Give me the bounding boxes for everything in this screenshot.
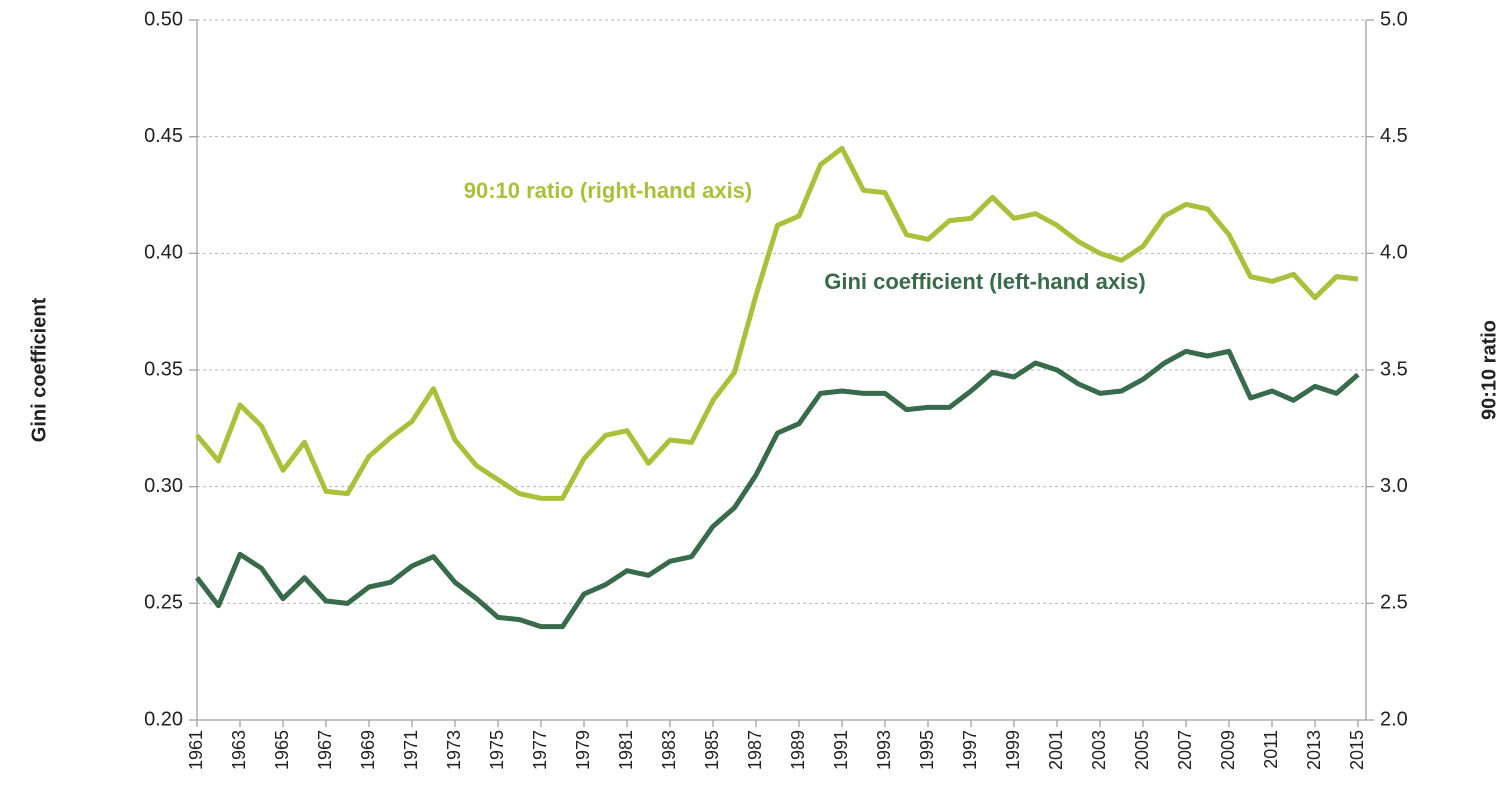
series-line <box>195 348 1360 630</box>
y2-tick-label: 3.0 <box>1380 475 1408 497</box>
y-tick-label: 0.40 <box>144 242 183 264</box>
x-tick-label: 2011 <box>1261 730 1281 769</box>
y2-axis-title: 90:10 ratio <box>1478 320 1500 420</box>
y2-tick-label: 4.0 <box>1380 242 1408 264</box>
y-tick-label: 0.20 <box>144 708 183 730</box>
x-tick-label: 1965 <box>272 730 292 770</box>
y2-tick-label: 2.5 <box>1380 592 1408 614</box>
y-tick-label: 0.30 <box>144 475 183 497</box>
y-tick-label: 0.35 <box>144 358 183 380</box>
x-tick-label: 1973 <box>444 730 464 770</box>
y2-tick-label: 4.5 <box>1380 125 1408 147</box>
y2-tick-label: 5.0 <box>1380 8 1408 30</box>
x-tick-label: 1967 <box>315 730 335 770</box>
y-tick-label: 0.45 <box>144 125 183 147</box>
x-tick-label: 1989 <box>788 730 808 770</box>
series-line <box>195 145 1359 501</box>
x-tick-label: 1985 <box>702 730 722 770</box>
x-tick-label: 2007 <box>1175 730 1195 770</box>
x-tick-label: 1987 <box>745 730 765 770</box>
x-tick-label: 1963 <box>229 730 249 770</box>
x-tick-label: 2015 <box>1347 730 1367 770</box>
x-tick-label: 1993 <box>874 730 894 770</box>
x-tick-label: 1979 <box>573 730 593 770</box>
x-tick-label: 2009 <box>1218 730 1238 770</box>
x-tick-label: 1981 <box>616 730 636 770</box>
x-tick-label: 1969 <box>358 730 378 770</box>
y2-tick-label: 2.0 <box>1380 708 1408 730</box>
x-tick-label: 1983 <box>659 730 679 770</box>
x-tick-label: 1975 <box>487 730 507 770</box>
series-label: 90:10 ratio (right-hand axis) <box>464 178 753 203</box>
x-tick-label: 1977 <box>530 730 550 770</box>
x-tick-label: 1999 <box>1003 730 1023 770</box>
x-tick-label: 2005 <box>1132 730 1152 770</box>
x-tick-label: 1995 <box>917 730 937 770</box>
y-tick-label: 0.50 <box>144 8 183 30</box>
x-tick-label: 2013 <box>1304 730 1324 770</box>
series-label: Gini coefficient (left-hand axis) <box>824 269 1145 294</box>
x-tick-label: 1971 <box>401 730 421 770</box>
x-tick-label: 1997 <box>960 730 980 770</box>
x-tick-label: 2003 <box>1089 730 1109 770</box>
x-tick-label: 1991 <box>831 730 851 770</box>
x-tick-label: 2001 <box>1046 730 1066 770</box>
x-tick-label: 1961 <box>186 730 206 770</box>
y-tick-label: 0.25 <box>144 592 183 614</box>
y-axis-title: Gini coefficient <box>28 297 50 442</box>
y2-tick-label: 3.5 <box>1380 358 1408 380</box>
